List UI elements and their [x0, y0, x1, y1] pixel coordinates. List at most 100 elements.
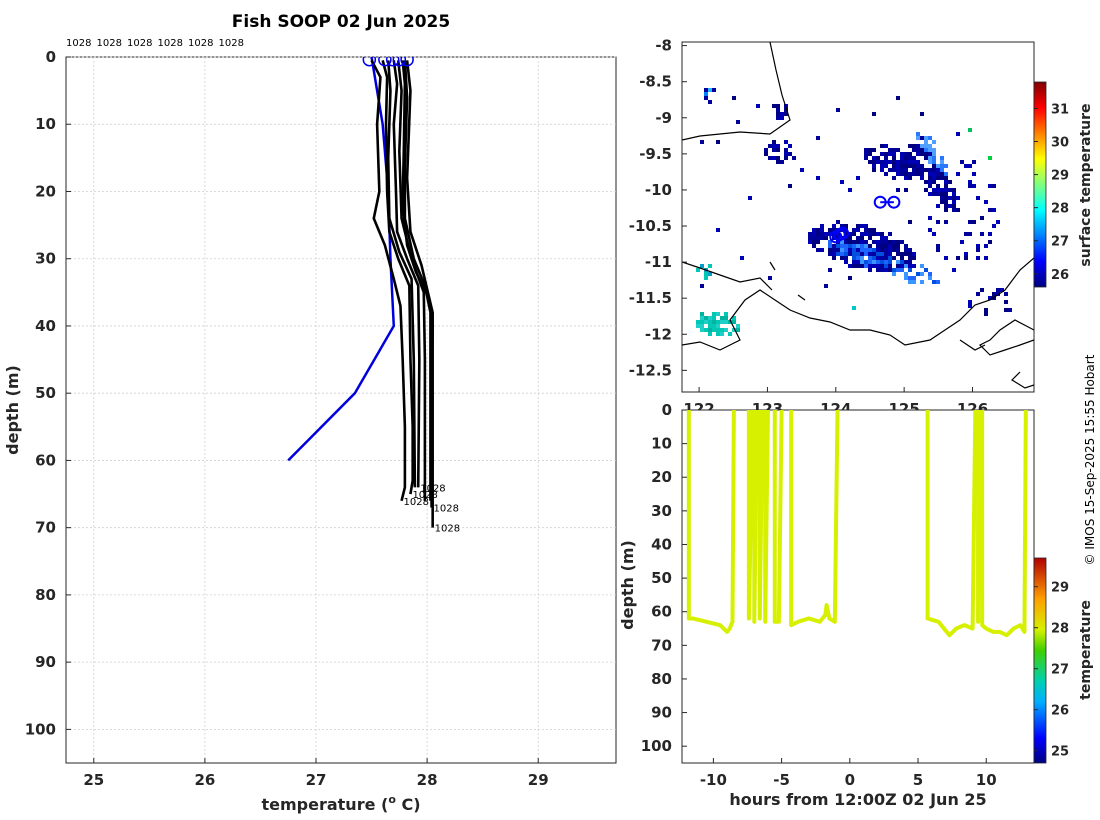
sst-pixel	[932, 176, 936, 180]
sst-pixel	[920, 264, 924, 268]
sst-pixel	[984, 312, 988, 316]
timeseries-track	[757, 410, 765, 621]
sst-pixel	[936, 168, 940, 172]
sst-pixel	[936, 220, 940, 224]
sst-pixel	[884, 236, 888, 240]
sst-pixel	[896, 244, 900, 248]
sst-pixel	[864, 232, 868, 236]
sst-pixel	[792, 156, 796, 160]
sst-pixel	[720, 328, 724, 332]
sst-pixel	[896, 248, 900, 252]
sst-pixel	[860, 260, 864, 264]
sst-pixel	[924, 156, 928, 160]
profile-top-label: 1028	[219, 38, 244, 49]
sst-pixel	[980, 288, 984, 292]
sst-pixel	[944, 220, 948, 224]
profiles-ticks: 25 26 27 28 29 0 10 20 30 40 50 60 70 80 90 100	[25, 48, 549, 789]
sst-pixel	[708, 332, 712, 336]
sst-pixel	[896, 168, 900, 172]
sst-pixel	[836, 252, 840, 256]
sst-pixel	[928, 160, 932, 164]
sst-pixel	[928, 228, 932, 232]
timeseries-track	[980, 410, 1028, 638]
sst-pixel	[820, 228, 824, 232]
sst-pixel	[784, 108, 788, 112]
sst-pixel	[892, 256, 896, 260]
sst-pixel	[856, 224, 860, 228]
sst-pixel	[836, 248, 840, 252]
sst-pixel	[932, 160, 936, 164]
surface-temperature-colorbar-label: surface temperature	[1078, 103, 1094, 266]
sst-pixel	[864, 252, 868, 256]
sst-pixel	[908, 268, 912, 272]
sst-pixel	[912, 252, 916, 256]
sst-pixel	[768, 144, 772, 148]
sst-pixel	[892, 176, 896, 180]
y-tick-label: 10	[35, 115, 56, 133]
sst-pixel	[828, 228, 832, 232]
sst-pixel	[840, 252, 844, 256]
profiles-x-axis-label: temperature (o C)	[261, 793, 420, 814]
sst-pixel	[932, 180, 936, 184]
sst-pixel	[816, 136, 820, 140]
sst-pixel	[924, 180, 928, 184]
sst-pixel	[920, 280, 924, 284]
sst-pixel	[800, 168, 804, 172]
sst-pixel	[1008, 308, 1012, 312]
sst-pixel	[860, 240, 864, 244]
sst-pixel	[884, 156, 888, 160]
sst-pixel	[856, 260, 860, 264]
sst-pixel	[772, 104, 776, 108]
sst-pixel	[940, 196, 944, 200]
sst-pixel	[884, 260, 888, 264]
colorbar-tick-label: 31	[1051, 102, 1069, 117]
sst-pixel	[1000, 288, 1004, 292]
sst-pixel	[928, 136, 932, 140]
ts-y-tick-label: 100	[641, 737, 672, 755]
sst-pixel	[872, 248, 876, 252]
sst-pixel	[724, 320, 728, 324]
sst-pixel	[912, 276, 916, 280]
sst-pixel	[736, 324, 740, 328]
sst-pixel	[844, 252, 848, 256]
sst-pixel	[888, 256, 892, 260]
sst-pixel	[708, 316, 712, 320]
sst-pixel	[880, 168, 884, 172]
sst-pixel	[964, 232, 968, 236]
sst-pixel	[956, 196, 960, 200]
colorbar-tick-label: 27	[1051, 235, 1069, 250]
sst-pixel	[700, 324, 704, 328]
sst-pixel	[904, 260, 908, 264]
sst-pixel	[900, 264, 904, 268]
sst-pixel	[920, 136, 924, 140]
sst-pixel	[940, 164, 944, 168]
y-tick-label: 0	[46, 48, 56, 66]
colorbar-tick-label: 30	[1051, 136, 1069, 151]
sst-pixel	[872, 168, 876, 172]
sst-pixel	[892, 164, 896, 168]
sst-pixel	[864, 240, 868, 244]
sst-pixel	[908, 156, 912, 160]
sst-pixel	[968, 128, 972, 132]
sst-pixel	[876, 160, 880, 164]
y-tick-label: 80	[35, 586, 56, 604]
profile-start-marker	[378, 57, 392, 67]
sst-pixel	[880, 268, 884, 272]
sst-pixel	[928, 216, 932, 220]
map-coastline	[682, 42, 1034, 389]
sst-pixel	[876, 244, 880, 248]
sst-pixel	[700, 328, 704, 332]
sst-pixel	[900, 256, 904, 260]
sst-pixel	[756, 104, 760, 108]
sst-pixel	[948, 180, 952, 184]
sst-pixel	[988, 240, 992, 244]
sst-pixel	[724, 312, 728, 316]
sst-pixel	[880, 252, 884, 256]
sst-pixel	[952, 192, 956, 196]
sst-pixel	[776, 156, 780, 160]
sst-pixel	[896, 252, 900, 256]
sst-pixel	[772, 144, 776, 148]
sst-pixel	[912, 148, 916, 152]
sst-pixel	[892, 160, 896, 164]
